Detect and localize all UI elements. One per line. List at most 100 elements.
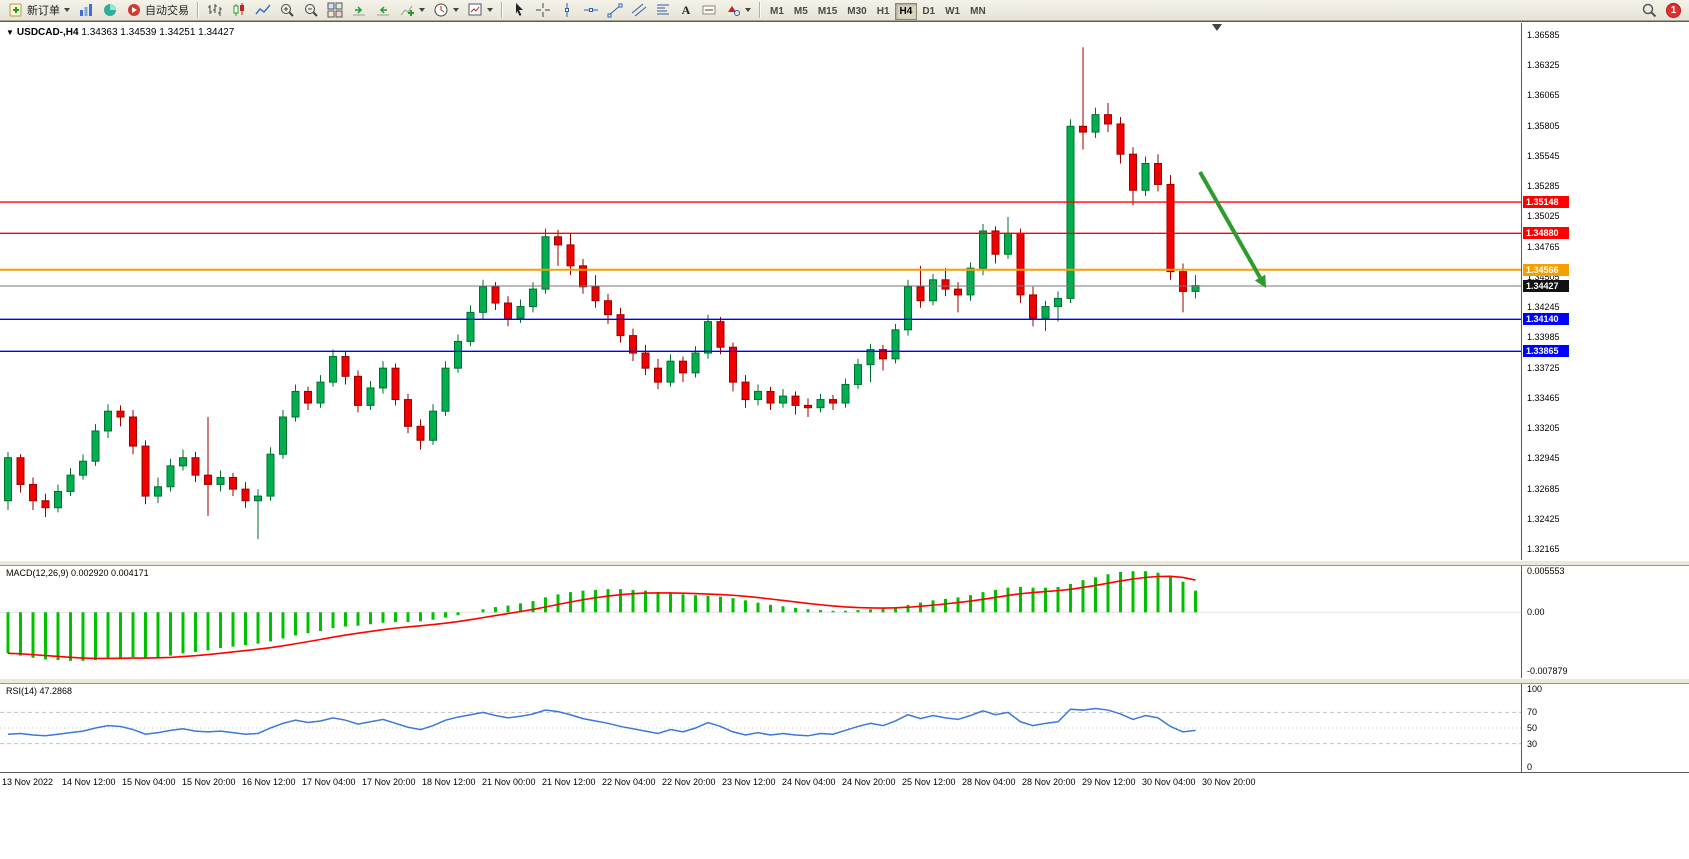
notification-badge[interactable]: 1	[1666, 2, 1681, 18]
line-chart-button[interactable]	[251, 1, 275, 20]
symbol-dropdown-icon[interactable]: ▼	[6, 28, 14, 37]
candle	[191, 457, 200, 476]
chart-title: ▼ USDCAD-,H4 1.34363 1.34539 1.34251 1.34…	[6, 27, 234, 38]
zoom-in-button[interactable]	[275, 1, 299, 20]
search-button[interactable]	[1637, 1, 1661, 20]
candle	[304, 390, 312, 404]
text-label-icon	[702, 5, 716, 15]
toolbar-separator	[759, 2, 761, 18]
price-tag-1.35148: 1.35148	[1523, 196, 1569, 209]
candle	[141, 445, 150, 497]
chart-shift-marker[interactable]	[1212, 24, 1222, 31]
macd-panel[interactable]: MACD(12,26,9) 0.002920 0.004171	[0, 566, 1521, 678]
candle	[1091, 114, 1100, 133]
annotation-arrow[interactable]	[1198, 171, 1266, 288]
price-axis-label: 1.32945	[1527, 453, 1560, 464]
text-label-button[interactable]	[697, 1, 721, 20]
candle	[554, 236, 562, 246]
tile-windows-button[interactable]	[323, 1, 347, 20]
time-axis-label: 15 Nov 04:00	[122, 777, 176, 787]
candle	[254, 495, 262, 502]
horizontal-line-button[interactable]	[579, 1, 603, 20]
rsi-panel[interactable]: RSI(14) 47.2868	[0, 684, 1521, 772]
price-axis-label: 1.34245	[1527, 302, 1560, 313]
profiles-button[interactable]	[98, 1, 122, 20]
bar-chart-button[interactable]	[203, 1, 227, 20]
timeframe-M5[interactable]: M5	[789, 3, 813, 20]
rsi-axis-label: 100	[1527, 684, 1543, 694]
crosshair-button[interactable]	[531, 1, 555, 20]
fibonacci-button[interactable]	[651, 1, 675, 20]
timeframe-M1[interactable]: M1	[765, 3, 789, 20]
time-axis-label: 15 Nov 20:00	[182, 777, 236, 787]
candle	[204, 474, 212, 485]
timeframe-MN[interactable]: MN	[965, 3, 991, 20]
price-axis-label: 1.34505	[1527, 271, 1560, 282]
rsi-axis-label: 50	[1527, 723, 1538, 733]
vertical-line-icon	[565, 3, 569, 17]
panel-splitter[interactable]	[0, 560, 1689, 566]
price-axis: 1.36585 1.36325 1.36065 1.35805 1.35545 1.352…	[1521, 23, 1689, 772]
price-chart-area[interactable]: ▼ USDCAD-,H4 1.34363 1.34539 1.34251 1.34…	[0, 23, 1521, 560]
auto-scroll-button[interactable]	[347, 1, 371, 20]
timeframe-H1[interactable]: H1	[872, 3, 895, 20]
ohlc-bars-icon	[208, 4, 222, 16]
timeframe-M30[interactable]: M30	[842, 3, 871, 20]
candle	[41, 500, 50, 509]
timeframe-W1[interactable]: W1	[940, 3, 965, 20]
cursor-button[interactable]	[507, 1, 531, 20]
autotrading-button[interactable]: 自动交易	[122, 1, 193, 20]
candle	[1166, 183, 1175, 273]
candle	[504, 302, 512, 319]
candle	[216, 476, 225, 485]
rsi-line	[7, 707, 1196, 737]
new-order-label: 新订单	[27, 5, 60, 17]
candle	[416, 425, 425, 441]
rsi-svg	[0, 707, 1521, 745]
crosshair-icon	[536, 3, 550, 17]
text-tool-button[interactable]: A	[675, 1, 697, 20]
trendline-button[interactable]	[603, 1, 627, 20]
auto-scroll-icon	[353, 6, 365, 16]
clock-icon	[434, 3, 448, 17]
timeframe-M15[interactable]: M15	[813, 3, 842, 20]
zoom-out-button[interactable]	[299, 1, 323, 20]
panel-splitter[interactable]	[0, 678, 1689, 684]
horizontal-line-icon	[584, 8, 598, 12]
price-axis-label: 1.35545	[1527, 150, 1560, 161]
chart-window: ▼ USDCAD-,H4 1.34363 1.34539 1.34251 1.34…	[0, 21, 1689, 859]
candle	[579, 265, 587, 288]
price-tag-1.34566: 1.34566	[1523, 263, 1569, 276]
candle	[404, 399, 412, 427]
candle	[166, 465, 175, 488]
time-axis-label: 28 Nov 20:00	[1022, 777, 1076, 787]
candle	[929, 279, 937, 302]
time-axis-label: 23 Nov 12:00	[722, 777, 776, 787]
candle	[1079, 125, 1087, 133]
vertical-line-button[interactable]	[555, 1, 579, 20]
timeframe-D1[interactable]: D1	[917, 3, 940, 20]
price-axis-label: 1.32685	[1527, 483, 1560, 494]
candle	[941, 279, 950, 290]
indicators-button[interactable]	[395, 1, 429, 20]
macd-histogram	[6, 571, 1197, 661]
templates-button[interactable]	[463, 1, 497, 20]
channel-button[interactable]	[627, 1, 651, 20]
time-axis-label: 30 Nov 20:00	[1202, 777, 1256, 787]
candle	[241, 488, 250, 502]
price-axis-label: 1.32425	[1527, 513, 1560, 524]
timeframe-H4[interactable]: H4	[894, 2, 918, 20]
candle	[429, 410, 437, 441]
toolbar-right-group: 1	[1637, 1, 1681, 20]
candlestick-chart-button[interactable]	[227, 1, 251, 20]
candle	[516, 306, 525, 319]
charts-window-button[interactable]	[74, 1, 98, 20]
new-order-button[interactable]: 新订单	[4, 1, 74, 20]
fibonacci-icon	[657, 4, 669, 15]
arrows-tool-button[interactable]	[721, 1, 755, 20]
periods-button[interactable]	[429, 1, 463, 20]
time-axis-label: 17 Nov 04:00	[302, 777, 356, 787]
macd-axis-label: 0.005553	[1527, 565, 1565, 576]
chart-shift-button[interactable]	[371, 1, 395, 20]
candle	[604, 300, 612, 316]
